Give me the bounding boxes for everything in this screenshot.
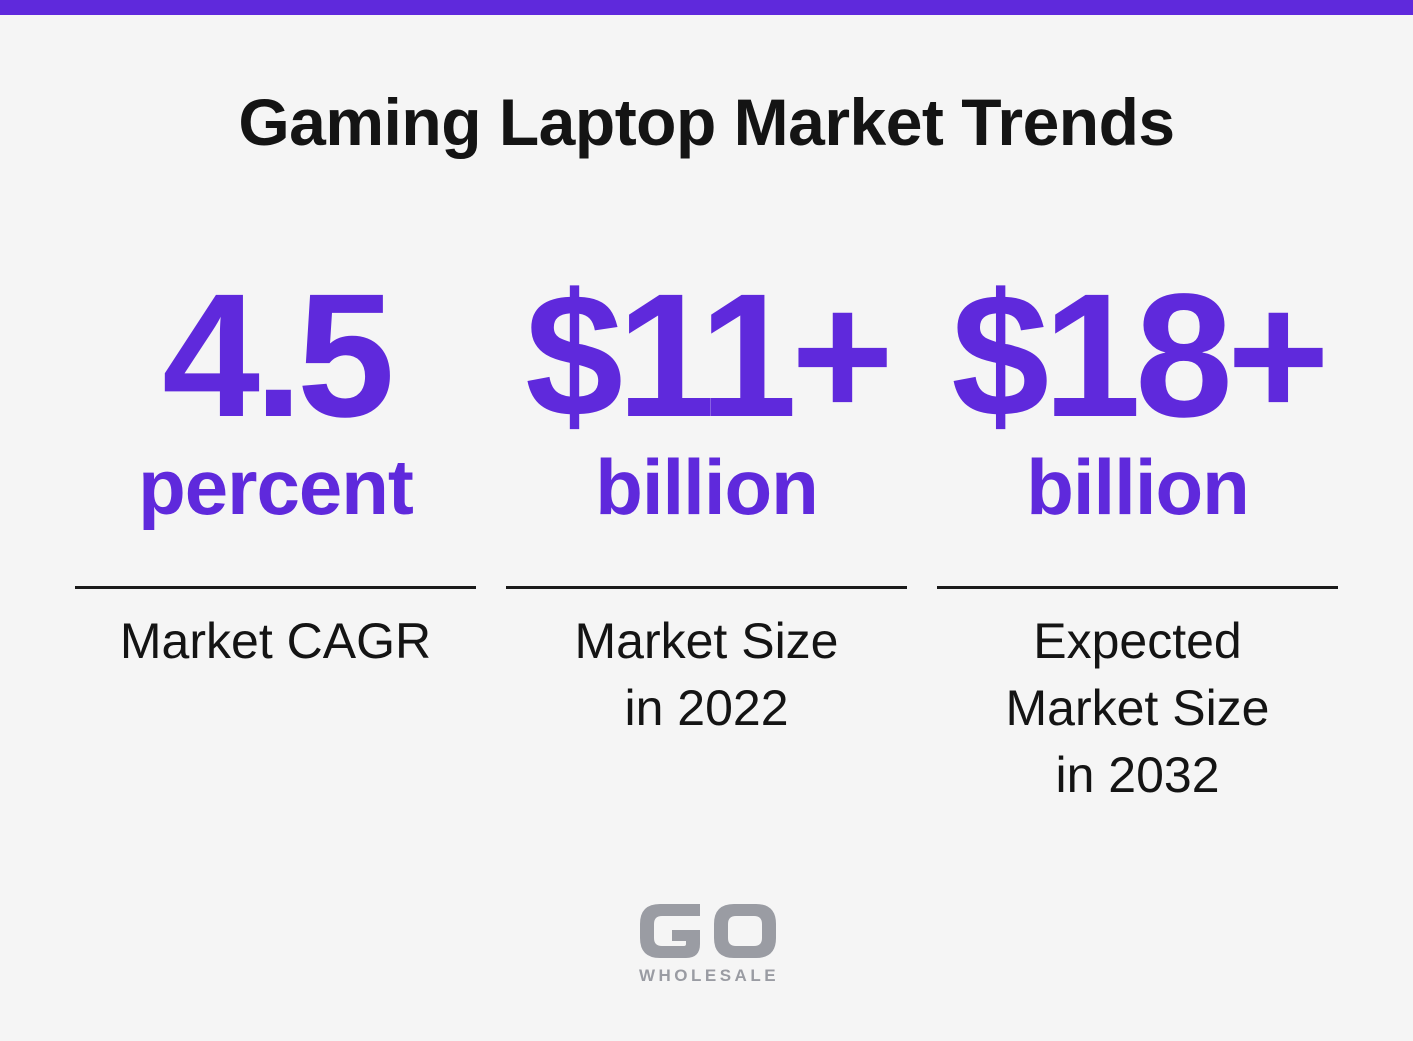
go-wholesale-logo: WHOLESALE	[624, 900, 790, 1000]
stat-caption: Market Size in 2022	[506, 608, 907, 742]
stat-value: $11+	[525, 258, 894, 454]
go-logo-mark-icon	[640, 904, 776, 958]
stat-unit: billion	[1026, 443, 1250, 531]
stat-unit: percent	[138, 443, 414, 531]
divider	[75, 586, 476, 589]
stat-market-cagr: 4.5 percent Market CAGR	[75, 258, 476, 669]
top-accent-bar	[0, 0, 1413, 15]
divider	[506, 586, 907, 589]
stat-value: $18+	[951, 258, 1329, 454]
stat-caption: Expected Market Size in 2032	[937, 608, 1338, 809]
page-title: Gaming Laptop Market Trends	[238, 85, 1175, 159]
caption-line: Market Size	[574, 613, 839, 669]
stat-unit: billion	[595, 443, 819, 531]
caption-line: Expected	[1033, 613, 1242, 669]
stat-market-size-2022: $11+ billion Market Size in 2022	[506, 258, 907, 736]
caption-line: in 2022	[624, 680, 789, 736]
caption-line: Market Size	[1005, 680, 1270, 736]
stat-caption: Market CAGR	[75, 608, 476, 675]
stat-value: 4.5	[162, 258, 395, 454]
divider	[937, 586, 1338, 589]
caption-line: in 2032	[1055, 747, 1220, 803]
stat-expected-market-size-2032: $18+ billion Expected Market Size in 203…	[937, 258, 1338, 803]
logo-wordmark: WHOLESALE	[638, 966, 780, 985]
caption-line: Market CAGR	[119, 613, 432, 669]
